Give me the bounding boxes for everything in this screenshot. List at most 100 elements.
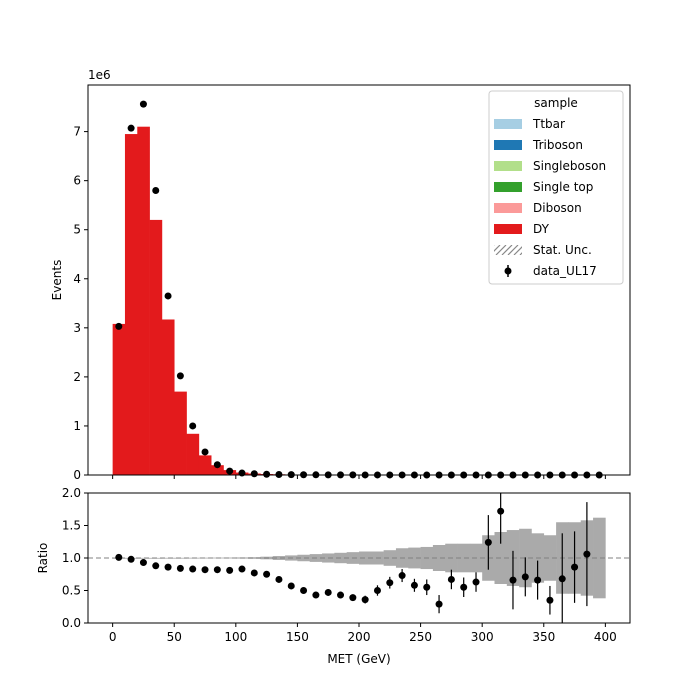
legend-label: Triboson <box>532 138 583 152</box>
ratio-point <box>189 565 197 573</box>
ratio-point <box>312 591 320 599</box>
x-tick-label: 50 <box>167 630 182 644</box>
x-tick-label: 300 <box>471 630 494 644</box>
x-tick-label: 400 <box>594 630 617 644</box>
x-tick-label: 250 <box>409 630 432 644</box>
legend-entries: Ttbar Triboson Singleboson Single top Diboso… <box>494 117 606 278</box>
legend-swatch <box>494 182 522 192</box>
ratio-point <box>423 583 431 591</box>
ratio-point <box>287 582 295 590</box>
data-point <box>139 100 147 108</box>
legend-label: Stat. Unc. <box>533 243 592 257</box>
ratio-point <box>201 566 209 574</box>
bar-dy <box>112 323 126 475</box>
y-tick-label: 0 <box>73 468 81 482</box>
data-point <box>152 186 160 194</box>
legend-title: sample <box>534 96 578 110</box>
ratio-x-ticks: 0 50 100 150 200 250 300 350 400 <box>109 623 617 644</box>
x-tick-label: 200 <box>348 630 371 644</box>
x-tick-label: 100 <box>224 630 247 644</box>
ratio-point <box>164 563 172 571</box>
legend-swatch <box>494 119 522 129</box>
unc-band-bin <box>297 554 311 562</box>
ratio-y-axis-label: Ratio <box>36 543 50 574</box>
legend-label: DY <box>533 222 550 236</box>
legend-swatch <box>494 203 522 213</box>
data-point <box>226 467 234 475</box>
hatch-stroke <box>519 252 522 255</box>
ratio-y-tick-label: 1.0 <box>62 551 81 565</box>
ratio-point <box>497 507 505 515</box>
ratio-point <box>115 553 123 561</box>
main-y-ticks: 0 1 2 3 4 5 6 7 <box>73 125 88 482</box>
ratio-point <box>139 559 147 567</box>
unc-band-bin <box>137 557 150 559</box>
ratio-point <box>373 587 381 594</box>
main-y-axis-label: Events <box>50 260 64 301</box>
data-point <box>176 372 184 380</box>
unc-band-bin <box>383 550 397 566</box>
hatch-stroke <box>495 245 507 255</box>
stacked-bars <box>112 126 606 475</box>
ratio-point <box>472 578 480 586</box>
y-tick-label: 7 <box>73 125 81 139</box>
legend: sample Ttbar Triboson Singleboson Single to… <box>488 90 624 285</box>
main-x-ticks <box>112 475 606 479</box>
legend-swatch <box>494 224 522 234</box>
bar-dy <box>211 465 224 475</box>
data-point <box>189 422 197 430</box>
ratio-y-tick-label: 0.0 <box>62 616 81 630</box>
y-tick-label: 4 <box>73 272 81 286</box>
unc-band-bin <box>593 517 606 599</box>
ratio-point <box>238 565 246 573</box>
ratio-y-tick-label: 0.5 <box>62 584 81 598</box>
ratio-point <box>337 591 345 599</box>
data-point <box>115 322 123 330</box>
ratio-point <box>484 538 492 546</box>
ratio-point <box>152 562 160 570</box>
x-axis-label: MET (GeV) <box>327 652 390 666</box>
ratio-point <box>546 596 554 604</box>
data-point <box>201 448 209 456</box>
ratio-point <box>275 575 283 583</box>
ratio-point <box>324 588 332 596</box>
bar-dy <box>124 134 138 475</box>
data-point <box>213 461 221 469</box>
y-tick-label: 2 <box>73 370 81 384</box>
bar-dy <box>149 219 163 475</box>
legend-label: data_UL17 <box>533 264 597 278</box>
x-tick-label: 0 <box>109 630 117 644</box>
data-point <box>250 470 258 478</box>
hatch-stroke <box>494 245 501 252</box>
ratio-y-tick-label: 1.5 <box>62 519 81 533</box>
ratio-point <box>583 550 591 558</box>
ratio-panel: 0.0 0.5 1.0 1.5 2.0 0 50 100 150 200 250 300 350 400… <box>36 486 631 666</box>
ratio-point <box>127 555 135 563</box>
data-point <box>164 292 172 300</box>
ratio-point <box>435 600 443 608</box>
ratio-point <box>349 594 357 602</box>
bar-dy <box>198 455 212 475</box>
unc-band-bin <box>457 543 471 573</box>
unc-band-bin <box>359 551 372 565</box>
y-tick-label: 3 <box>73 321 81 335</box>
legend-label: Ttbar <box>532 117 565 131</box>
ratio-point <box>398 572 406 580</box>
ratio-point <box>386 579 394 587</box>
bar-dy <box>137 126 150 475</box>
ratio-point <box>300 587 308 594</box>
y-tick-label: 6 <box>73 174 81 188</box>
hatch-stroke <box>507 245 519 255</box>
ratio-point <box>213 566 221 574</box>
ratio-point <box>509 576 517 584</box>
x-tick-label: 150 <box>286 630 309 644</box>
ratio-point <box>263 570 271 578</box>
legend-label: Single top <box>533 180 593 194</box>
y-scale-label: 1e6 <box>88 68 111 82</box>
bar-dy <box>161 319 175 475</box>
ratio-point <box>447 575 455 583</box>
legend-label: Diboson <box>533 201 582 215</box>
legend-frame <box>488 90 624 285</box>
bar-dy <box>174 391 187 475</box>
